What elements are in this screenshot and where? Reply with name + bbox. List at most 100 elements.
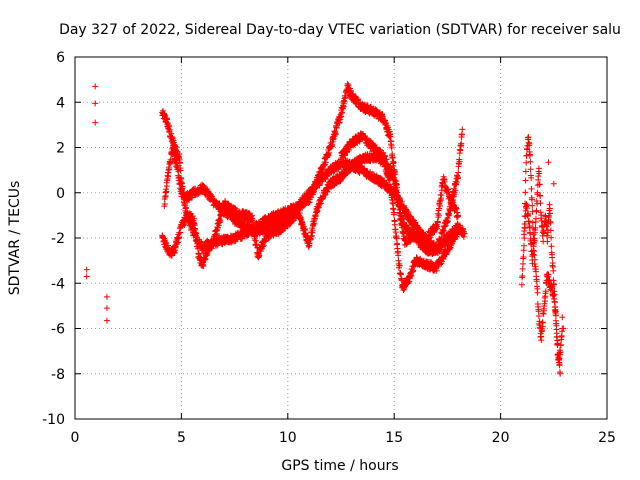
data-point (550, 267, 557, 274)
data-point (174, 240, 181, 247)
data-point (551, 280, 558, 287)
data-point (389, 154, 396, 161)
data-point (338, 113, 344, 120)
data-point (177, 179, 184, 186)
x-tick-label: 5 (177, 430, 186, 446)
data-point (83, 273, 90, 280)
data-point (535, 165, 542, 172)
data-point (103, 293, 110, 300)
data-point (391, 209, 398, 216)
data-point (433, 267, 440, 274)
data-point (396, 203, 403, 210)
data-point (537, 200, 544, 207)
data-point (559, 314, 566, 321)
data-point (453, 179, 460, 186)
data-point (435, 212, 442, 219)
data-point (455, 212, 462, 219)
data-point (545, 159, 552, 166)
data-point (390, 200, 397, 207)
y-tick-label: 2 (56, 141, 65, 157)
data-point (554, 341, 561, 348)
data-point (395, 252, 402, 259)
data-point (527, 166, 534, 173)
x-tick-label: 15 (385, 430, 403, 446)
data-point (526, 218, 533, 225)
data-point (557, 370, 564, 377)
data-point (445, 189, 452, 196)
data-point (175, 239, 182, 246)
data-point (438, 192, 445, 199)
data-point (522, 177, 529, 184)
data-point (208, 245, 215, 252)
data-point (405, 209, 412, 216)
x-tick-label: 0 (71, 430, 80, 446)
data-point (557, 341, 564, 348)
data-point (542, 219, 549, 226)
data-point (459, 126, 466, 133)
data-point (163, 188, 170, 195)
data-point (390, 159, 397, 166)
data-point (452, 187, 459, 194)
data-point (194, 245, 201, 252)
data-point (527, 151, 534, 158)
data-point (176, 174, 183, 181)
data-point (252, 232, 259, 239)
data-points (83, 80, 567, 377)
data-point (393, 187, 400, 194)
data-point (454, 231, 461, 238)
data-point (383, 156, 390, 163)
data-point (92, 83, 99, 90)
data-point (434, 219, 441, 226)
data-point (393, 235, 400, 242)
data-point (163, 183, 170, 190)
data-point (549, 254, 556, 261)
data-point (542, 213, 549, 220)
data-point (553, 326, 560, 333)
data-point (103, 305, 110, 312)
data-point (448, 240, 455, 247)
data-point (390, 171, 397, 178)
data-point (388, 144, 395, 151)
data-point (542, 288, 549, 295)
data-point (522, 189, 529, 196)
data-point (532, 224, 539, 231)
y-tick-label: -8 (51, 367, 65, 383)
data-point (193, 230, 200, 237)
data-point (392, 229, 399, 236)
data-point (522, 221, 529, 228)
data-point (521, 242, 528, 249)
data-point (552, 310, 559, 317)
data-point (525, 134, 532, 141)
data-point (191, 215, 198, 222)
data-point (556, 361, 563, 368)
data-point (388, 185, 395, 192)
data-point (200, 262, 207, 269)
data-point (346, 146, 353, 153)
data-point (548, 243, 555, 250)
data-point (210, 241, 217, 248)
data-point (446, 212, 453, 219)
data-point (526, 223, 533, 230)
data-point (161, 200, 168, 207)
data-point (399, 221, 406, 228)
data-point (329, 141, 336, 148)
data-point (544, 238, 551, 245)
data-point (527, 158, 534, 165)
data-point (539, 327, 546, 334)
data-point (403, 241, 410, 248)
data-point (455, 169, 462, 176)
data-point (382, 153, 389, 160)
data-point (551, 291, 558, 298)
data-point (193, 237, 200, 244)
data-point (534, 289, 541, 296)
data-point (217, 217, 224, 224)
data-point (256, 252, 263, 259)
data-point (525, 210, 532, 217)
x-tick-label: 25 (598, 430, 616, 446)
data-point (313, 208, 320, 215)
data-point (547, 227, 554, 234)
data-point (545, 271, 552, 278)
data-point (347, 87, 354, 94)
